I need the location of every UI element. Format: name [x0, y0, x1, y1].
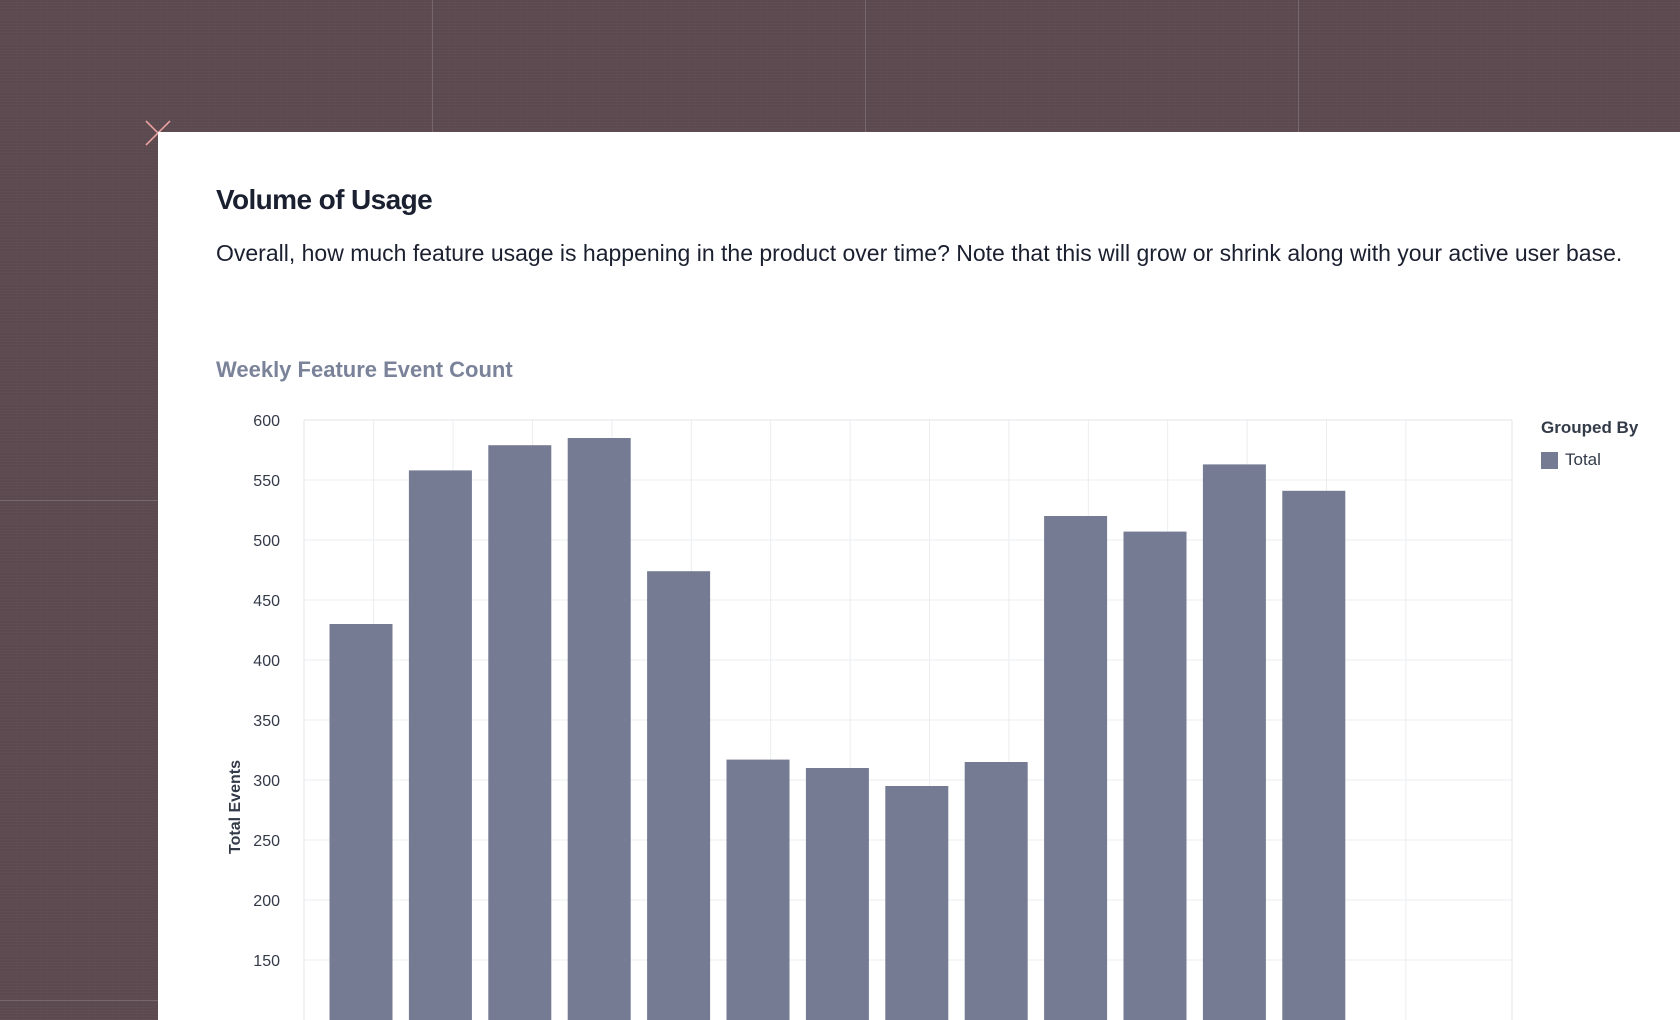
background-grid-line [1298, 0, 1299, 132]
bar [1282, 490, 1346, 1020]
bar [329, 624, 393, 1020]
bar-chart: 150 200 250 300 350 400 450 500 550 600 Total Even… [227, 413, 1513, 1020]
bar [567, 438, 631, 1020]
y-tick-label: 400 [253, 653, 280, 670]
bar [647, 571, 711, 1020]
y-tick-label: 450 [253, 593, 280, 610]
legend-swatch [1541, 451, 1558, 469]
report-card: Volume of Usage Overall, how much featur… [158, 132, 1680, 1020]
y-tick-label: 550 [253, 473, 280, 490]
bar [1202, 464, 1266, 1020]
y-tick-label: 500 [253, 533, 280, 550]
background-grid-line [865, 0, 866, 132]
y-tick-label: 600 [253, 413, 280, 430]
y-tick-label: 250 [253, 833, 280, 850]
bar [1123, 531, 1187, 1020]
y-tick-label: 200 [253, 893, 280, 910]
bar [964, 762, 1028, 1020]
y-tick-label: 300 [253, 773, 280, 790]
y-axis-label: Total Events [227, 760, 244, 854]
y-tick-label: 350 [253, 713, 280, 730]
bar [726, 759, 790, 1020]
bar [1044, 516, 1108, 1020]
section-description: Overall, how much feature usage is happe… [216, 240, 1623, 266]
bar [488, 445, 552, 1020]
background-grid-line [0, 1000, 158, 1001]
y-tick-label: 150 [253, 953, 280, 970]
bar [885, 786, 949, 1020]
section-title: Volume of Usage [216, 184, 433, 215]
chart-title: Weekly Feature Event Count [216, 357, 513, 382]
legend-label: Total [1565, 450, 1601, 469]
bar [805, 768, 869, 1020]
bar [408, 470, 472, 1020]
legend-item-total[interactable]: Total [1541, 450, 1601, 470]
background-grid-line [0, 500, 158, 501]
background-grid-line [432, 0, 433, 132]
legend-title: Grouped By [1541, 418, 1639, 437]
